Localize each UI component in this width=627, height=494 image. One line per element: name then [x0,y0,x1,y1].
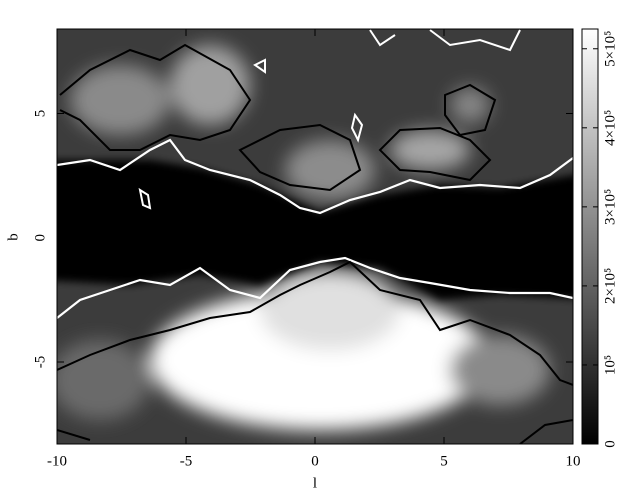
x-tick-label: 5 [440,453,448,469]
y-tick-label: 0 [32,234,48,242]
chart: l b -10 -5 0 5 10 -5 0 5 0 10⁵ 2×10⁵ 3×10⁵ 4×10⁵ 5×10… [0,0,627,494]
colorbar-tick-label: 5×10⁵ [602,31,618,67]
x-tick-label: -10 [47,453,67,469]
colorbar-tick-label: 2×10⁵ [602,268,618,304]
x-axis-label: l [313,475,317,491]
colorbar-tick-label: 0 [602,440,618,448]
heatmap-image [40,29,600,444]
y-axis-label: b [5,233,21,241]
y-tick-label: -5 [32,356,48,369]
colorbar-tick-label: 10⁵ [602,355,618,375]
colorbar [582,29,598,444]
y-tick-label: 5 [32,110,48,118]
colorbar-tick-label: 4×10⁵ [602,110,618,146]
colorbar-tick-label: 3×10⁵ [602,189,618,225]
x-tick-label: 10 [566,453,581,469]
x-tick-label: 0 [311,453,319,469]
x-tick-label: -5 [180,453,193,469]
